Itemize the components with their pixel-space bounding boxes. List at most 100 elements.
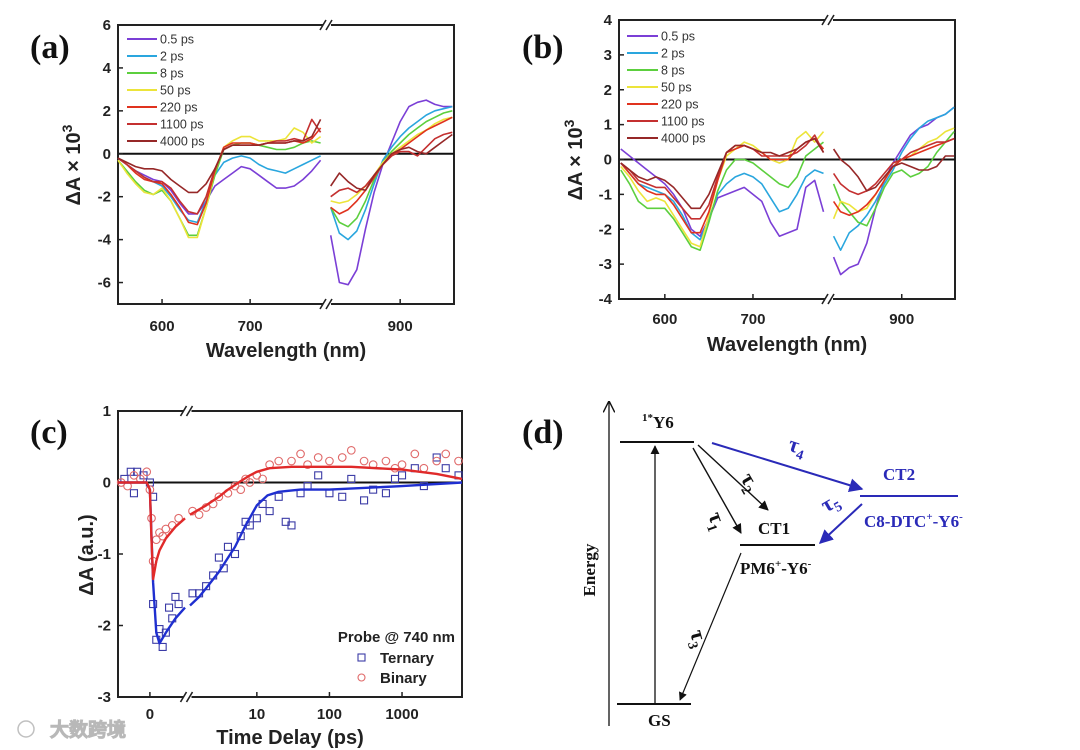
legend-label: 1100 ps (160, 118, 204, 132)
y-tick-label: -1 (98, 546, 111, 563)
x-tick-label: 100 (317, 706, 342, 723)
tau4-arrow (711, 442, 864, 492)
ternary-point (314, 471, 323, 480)
series-line-220ps-right (832, 137, 955, 217)
tau-subscript: 4 (794, 447, 805, 463)
axis-break-mark (319, 19, 333, 31)
ternary-point (171, 592, 180, 601)
binary-point (296, 449, 305, 459)
series-line-0.5ps-right (329, 99, 453, 286)
s1-label: 1*Y6 (642, 412, 674, 432)
gs-label-part: GS (648, 711, 671, 730)
tau1-label: τ1 (700, 508, 733, 534)
ternary-point (164, 603, 174, 612)
ternary-point (441, 464, 450, 473)
axis-break-mark (179, 691, 194, 703)
y-tick-label: 4 (103, 60, 112, 77)
series-line-0.5ps-right (832, 106, 955, 276)
legend-label: 8 ps (661, 64, 685, 78)
ct2-label: CT2 (883, 465, 915, 484)
legend-label: 1100 ps (661, 115, 705, 129)
binary-point (194, 510, 204, 520)
y-axis-label-main: ΔA × 10 (63, 132, 85, 205)
ct2-description: C8-DTC+-Y6- (864, 511, 963, 531)
binary-point (313, 453, 323, 462)
binary-point (258, 474, 267, 484)
binary-point (410, 449, 420, 459)
legend-label: Binary (380, 670, 427, 687)
series-line-8ps-left (117, 140, 321, 237)
series-line-2ps-left (117, 155, 321, 224)
tau5-label: τ5 (816, 487, 845, 521)
x-tick-label: 1000 (385, 706, 418, 723)
legend-label: 4000 ps (661, 132, 705, 146)
series-line-8ps-right (832, 131, 955, 227)
y-tick-label: -2 (98, 189, 111, 206)
plot-frame (117, 24, 455, 305)
ternary-point (347, 474, 356, 483)
ct2-label-part: CT2 (883, 465, 915, 484)
y-tick-label: -3 (599, 256, 612, 273)
y-axis-label: ΔA × 103 (59, 124, 85, 205)
legend-label: 4000 ps (160, 135, 204, 149)
legend-marker-circle (357, 673, 366, 682)
x-axis-label: Wavelength (nm) (707, 334, 867, 356)
ct2-description-part: -Y6 (933, 512, 959, 531)
ternary-point (338, 492, 347, 501)
energy-diagram: (d)Energy1*Y6GSCT1PM6+-Y6-CT2C8-DTC+-Y6-… (522, 402, 963, 730)
ternary-point (390, 474, 400, 483)
series-line-1100ps-right (832, 137, 955, 196)
binary-point (214, 492, 224, 502)
y-axis-label-exponent: 3 (59, 124, 75, 132)
binary-point (129, 471, 139, 480)
binary-point (397, 460, 407, 469)
binary-point (303, 460, 312, 469)
binary-point (441, 449, 451, 459)
y-tick-label: 0 (103, 475, 111, 492)
series-line-1100ps-right (330, 131, 453, 198)
ternary-point (158, 642, 167, 652)
binary-point (174, 513, 183, 523)
ct1-description-part: -Y6 (781, 559, 807, 578)
legend-label: 50 ps (661, 81, 692, 95)
y-tick-label: -6 (98, 275, 111, 292)
tau4-label: τ4 (784, 431, 809, 464)
x-tick-label: 700 (238, 318, 263, 335)
chart-0: -6 -4 -2 0 2 4 6 600 700 900 Wavelength (nm) ΔA × 1… (30, 17, 455, 362)
tau2-arrow (697, 444, 769, 511)
y-tick-label: 4 (604, 12, 613, 29)
binary-point (454, 456, 463, 466)
series-line-0.5ps-left (117, 157, 322, 215)
series-line-4000ps-left (620, 137, 825, 210)
x-tick-label: 600 (652, 311, 677, 328)
series-line-4000ps-left (117, 119, 322, 194)
binary-point (337, 453, 347, 462)
ct1-label-part: CT1 (758, 519, 790, 538)
binary-point (346, 445, 356, 455)
panel-label: (b) (522, 29, 564, 66)
y-tick-label: -4 (98, 232, 112, 249)
legend-label: 2 ps (661, 47, 685, 61)
series-line-2ps-left (620, 162, 824, 241)
ternary-point (360, 496, 369, 505)
x-tick-label: 600 (150, 318, 175, 335)
axis-break-mark (821, 293, 835, 305)
ct1-description: PM6+-Y6- (740, 558, 812, 578)
tau3-arrow (679, 552, 742, 701)
gs-label: GS (648, 711, 671, 730)
series-line-0.5ps-left (620, 148, 825, 237)
fit-line-binary (189, 465, 463, 516)
legend-label: 220 ps (160, 101, 198, 115)
y-tick-label: 0 (103, 146, 111, 163)
series-line-8ps-left (620, 141, 824, 251)
ct1-label: CT1 (758, 519, 790, 538)
y-tick-label: 1 (103, 403, 111, 420)
watermark: 大数跨境 (50, 718, 126, 741)
ternary-point (252, 514, 261, 523)
ct1-description-part: + (775, 558, 781, 570)
x-tick-label: 10 (249, 706, 266, 723)
series-line-4000ps-right (330, 133, 453, 192)
y-tick-label: 2 (103, 103, 111, 120)
x-tick-label: 700 (740, 311, 765, 328)
